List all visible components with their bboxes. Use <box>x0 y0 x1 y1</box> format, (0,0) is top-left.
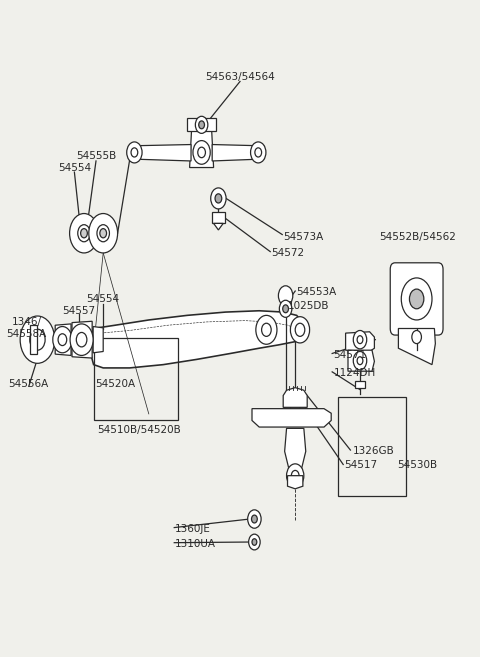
Polygon shape <box>187 118 216 131</box>
Polygon shape <box>285 428 306 471</box>
Circle shape <box>357 357 363 365</box>
Circle shape <box>89 214 118 253</box>
Bar <box>338 397 406 496</box>
Circle shape <box>252 539 257 545</box>
Polygon shape <box>89 311 305 368</box>
Polygon shape <box>252 409 331 427</box>
Bar <box>30 325 37 354</box>
Text: 1360JE: 1360JE <box>175 524 211 534</box>
Circle shape <box>283 305 288 313</box>
Circle shape <box>262 323 271 336</box>
Circle shape <box>78 225 90 242</box>
Circle shape <box>199 121 204 129</box>
Text: 54557: 54557 <box>62 306 96 316</box>
Circle shape <box>248 510 261 528</box>
Text: 1310UA: 1310UA <box>175 539 216 549</box>
Circle shape <box>100 229 107 238</box>
Circle shape <box>131 148 138 157</box>
Circle shape <box>58 334 67 346</box>
Polygon shape <box>72 321 92 358</box>
Circle shape <box>279 300 292 317</box>
Circle shape <box>215 194 222 203</box>
Text: 54553A: 54553A <box>297 286 337 297</box>
Circle shape <box>401 278 432 320</box>
Text: 54556A: 54556A <box>9 379 49 390</box>
Polygon shape <box>283 388 307 407</box>
Circle shape <box>357 336 363 344</box>
Circle shape <box>255 148 262 157</box>
Circle shape <box>290 402 300 415</box>
Text: 54572: 54572 <box>271 248 304 258</box>
Text: 1124DH: 1124DH <box>334 368 376 378</box>
Circle shape <box>256 315 277 344</box>
Polygon shape <box>348 350 374 371</box>
Text: 1326GB: 1326GB <box>353 446 395 457</box>
Text: 54520A: 54520A <box>95 379 135 390</box>
Text: 54554: 54554 <box>58 162 91 173</box>
Circle shape <box>353 330 367 349</box>
Circle shape <box>53 327 72 353</box>
Circle shape <box>285 394 306 423</box>
Polygon shape <box>190 122 214 168</box>
Text: 54563/54564: 54563/54564 <box>205 72 275 82</box>
Circle shape <box>193 141 210 164</box>
Circle shape <box>353 351 367 370</box>
Circle shape <box>70 214 98 253</box>
Circle shape <box>251 142 266 163</box>
Circle shape <box>127 142 142 163</box>
Bar <box>94 338 178 420</box>
Polygon shape <box>93 327 103 353</box>
Circle shape <box>291 470 299 481</box>
Circle shape <box>30 329 45 350</box>
Text: 54510B/54520B: 54510B/54520B <box>97 425 181 436</box>
Polygon shape <box>398 328 435 365</box>
Text: 54558A: 54558A <box>6 328 47 339</box>
Text: 54573A: 54573A <box>283 231 324 242</box>
Circle shape <box>211 188 226 209</box>
Circle shape <box>290 317 310 343</box>
Polygon shape <box>130 145 191 161</box>
Text: 1025DB: 1025DB <box>288 300 329 311</box>
Polygon shape <box>355 381 365 388</box>
Circle shape <box>249 534 260 550</box>
Text: 54530B: 54530B <box>397 460 438 470</box>
Circle shape <box>198 147 205 158</box>
Circle shape <box>287 464 304 487</box>
Text: 54554: 54554 <box>86 294 120 304</box>
Circle shape <box>295 323 305 336</box>
Polygon shape <box>212 212 225 223</box>
Polygon shape <box>214 223 223 230</box>
Polygon shape <box>55 324 71 355</box>
Circle shape <box>412 330 421 344</box>
Text: 54571: 54571 <box>334 350 367 360</box>
Text: 54555B: 54555B <box>76 151 116 162</box>
FancyBboxPatch shape <box>390 263 443 335</box>
Circle shape <box>278 286 293 306</box>
Circle shape <box>20 316 55 363</box>
Circle shape <box>195 116 208 133</box>
Polygon shape <box>346 332 374 351</box>
Text: 1346/: 1346/ <box>12 317 41 327</box>
Circle shape <box>76 332 87 347</box>
Circle shape <box>252 515 257 523</box>
Circle shape <box>97 225 109 242</box>
Circle shape <box>409 289 424 309</box>
Circle shape <box>70 324 93 355</box>
Text: 54552B/54562: 54552B/54562 <box>379 231 456 242</box>
Circle shape <box>81 229 87 238</box>
Text: 54517: 54517 <box>345 460 378 470</box>
Polygon shape <box>288 476 303 489</box>
Polygon shape <box>212 145 264 161</box>
